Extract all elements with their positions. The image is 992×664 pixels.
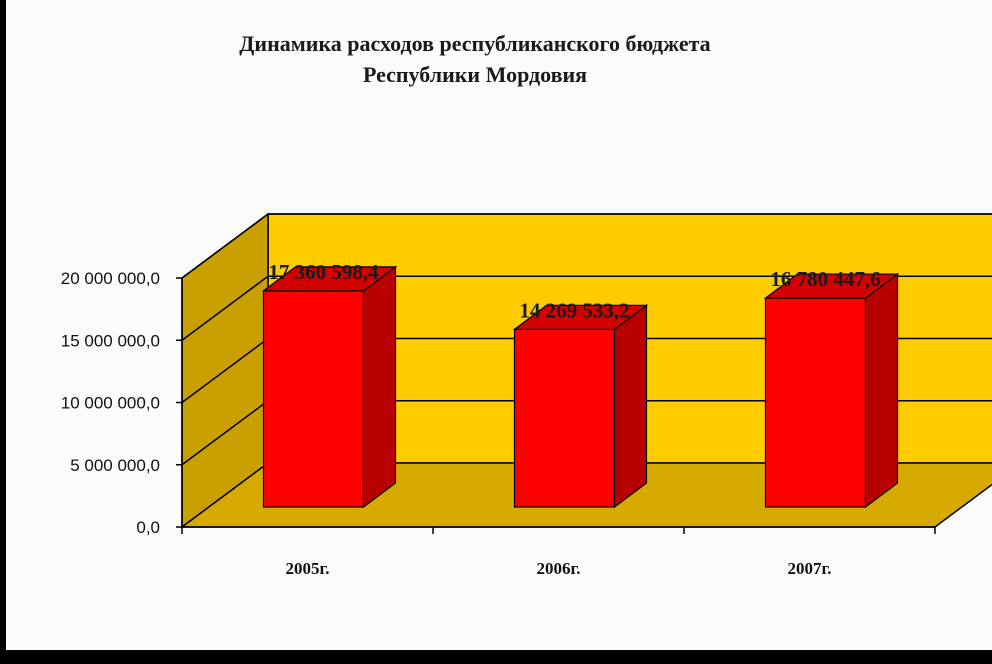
category-label: 2005г. — [285, 559, 329, 578]
bar-top — [261, 266, 398, 292]
bar-top — [763, 273, 900, 299]
data-label: 16 780 447,6 — [770, 267, 880, 291]
category-label: 2006г. — [536, 559, 580, 578]
bar-side — [613, 304, 648, 509]
bar-side — [864, 272, 899, 509]
gridline — [181, 213, 992, 279]
y-tick-label: 20 000 000,0 — [61, 269, 160, 288]
data-label: 14 269 533,2 — [519, 298, 629, 322]
category-label: 2007г. — [787, 559, 831, 578]
bar — [763, 272, 900, 509]
y-tick-label: 10 000 000,0 — [61, 394, 160, 413]
bar-front — [262, 290, 365, 508]
chart-labels: 17 360 598,4 2005г. 14 269 533,2 2006г. 16 7… — [268, 260, 880, 578]
y-tick-label: 15 000 000,0 — [61, 331, 160, 350]
y-tick-label: 5 000 000,0 — [70, 456, 160, 475]
bar-top — [512, 304, 649, 330]
bar — [261, 265, 398, 509]
bar-side — [362, 265, 397, 509]
chart-title: Динамика расходов республиканского бюдже… — [0, 28, 950, 90]
y-tick-label: 0,0 — [136, 518, 160, 537]
bar-front — [764, 297, 867, 508]
bar — [512, 304, 649, 509]
gridline — [181, 275, 992, 341]
chart-title-line2: Республики Мордовия — [362, 62, 588, 87]
bar-front — [513, 328, 616, 508]
data-label: 17 360 598,4 — [268, 260, 379, 284]
chart-title-line1: Динамика расходов республиканского бюдже… — [239, 31, 711, 56]
chart-axis: 0,0 5 000 000,0 10 000 000,0 15 000 000,0 20… — [61, 269, 936, 537]
chart-bars — [261, 265, 900, 509]
